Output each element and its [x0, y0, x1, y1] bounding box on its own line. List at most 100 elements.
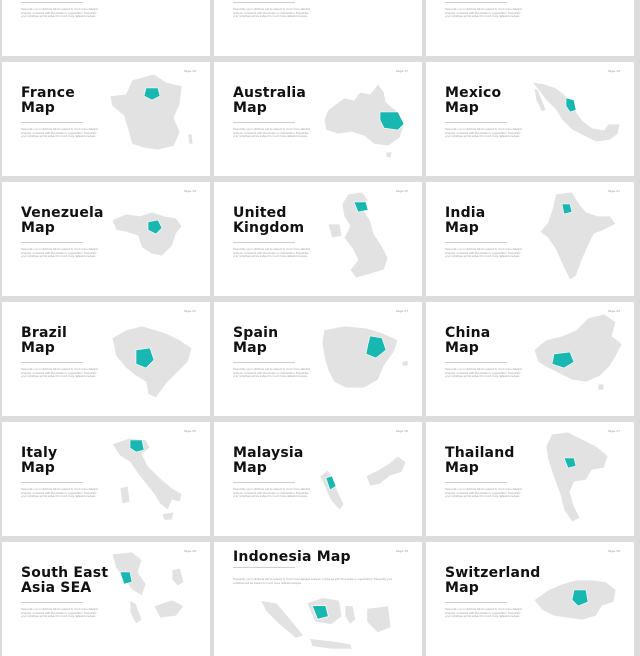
- slide-title: Thailand Map: [445, 445, 515, 476]
- page-number: Page 17: [395, 69, 408, 73]
- title-divider: [233, 122, 295, 123]
- title-divider: [21, 482, 83, 483]
- slide-switzerland[interactable]: Page 30 Switzerland Map Frequently your in…: [426, 542, 634, 656]
- slide-venezuela[interactable]: Page 19 Venezuela Map Frequently your init…: [2, 182, 210, 296]
- page-number: Page 22: [183, 309, 196, 313]
- title-divider: [445, 2, 507, 3]
- slide-top1[interactable]: Frequently your initiatives will be subj…: [2, 0, 210, 56]
- page-number: Page 18: [607, 69, 620, 73]
- slide-indonesia[interactable]: Page 29 Indonesia Map Frequently your init…: [214, 542, 422, 656]
- slide-title: China Map: [445, 325, 491, 356]
- page-number: Page 24: [607, 309, 620, 313]
- slide-body-text: Frequently your initiatives will be subj…: [445, 368, 523, 379]
- slide-title: South East Asia SEA: [21, 565, 109, 596]
- slide-body-text: Frequently your initiatives will be subj…: [233, 368, 311, 379]
- map-china: [526, 310, 626, 410]
- title-divider: [21, 122, 83, 123]
- slide-title: United Kingdom: [233, 205, 305, 236]
- title-divider: [21, 242, 83, 243]
- title-divider: [445, 242, 507, 243]
- slide-china[interactable]: Page 24 China Map Frequently your initiati…: [426, 302, 634, 416]
- map-top2: [314, 0, 414, 50]
- slide-body-text: Frequently your initiatives will be subj…: [21, 128, 99, 139]
- slide-title: France Map: [21, 85, 75, 116]
- slide-title: Switzerland Map: [445, 565, 541, 596]
- map-top1: [102, 0, 202, 50]
- page-number: Page 27: [607, 429, 620, 433]
- title-divider: [233, 567, 295, 568]
- map-italy: [102, 430, 202, 530]
- title-divider: [445, 602, 507, 603]
- slide-body-text: Frequently your initiatives will be subj…: [21, 608, 99, 619]
- title-divider: [445, 482, 507, 483]
- slide-title: Spain Map: [233, 325, 279, 356]
- map-france: [102, 70, 202, 170]
- slide-body-text: Frequently your initiatives will be subj…: [445, 128, 523, 139]
- slide-body-text: Frequently your initiatives will be subj…: [233, 578, 393, 585]
- map-indonesia: [234, 592, 412, 652]
- page-number: Page 23: [395, 309, 408, 313]
- slide-body-text: Frequently your initiatives will be subj…: [445, 608, 523, 619]
- slide-body-text: Frequently your initiatives will be subj…: [233, 8, 311, 19]
- slide-brazil[interactable]: Page 22 Brazil Map Frequently your initiat…: [2, 302, 210, 416]
- slide-title: India Map: [445, 205, 486, 236]
- slide-title: Mexico Map: [445, 85, 502, 116]
- slide-body-text: Frequently your initiatives will be subj…: [21, 8, 99, 19]
- slide-mexico[interactable]: Page 18 Mexico Map Frequently your initiat…: [426, 62, 634, 176]
- slide-title: Indonesia Map: [233, 549, 351, 565]
- title-divider: [233, 482, 295, 483]
- map-mexico: [526, 70, 626, 170]
- page-number: Page 16: [183, 69, 196, 73]
- slide-sea[interactable]: Page 28 South East Asia SEA Frequently you…: [2, 542, 210, 656]
- map-sea: [102, 550, 202, 650]
- title-divider: [233, 362, 295, 363]
- slide-malaysia[interactable]: Page 26 Malaysia Map Frequently your initi…: [214, 422, 422, 536]
- map-thailand: [526, 430, 626, 530]
- map-top3: [526, 0, 626, 50]
- slide-title: Brazil Map: [21, 325, 67, 356]
- title-divider: [233, 242, 295, 243]
- map-switzerland: [526, 550, 626, 650]
- map-brazil: [102, 310, 202, 410]
- slide-body-text: Frequently your initiatives will be subj…: [233, 248, 311, 259]
- map-australia: [314, 70, 414, 170]
- slide-title: Venezuela Map: [21, 205, 104, 236]
- slide-body-text: Frequently your initiatives will be subj…: [445, 248, 523, 259]
- page-number: Page 26: [395, 429, 408, 433]
- map-india: [526, 190, 626, 290]
- page-number: Page 25: [183, 429, 196, 433]
- map-uk: [314, 190, 414, 290]
- slide-italy[interactable]: Page 25 Italy Map Frequently your initiati…: [2, 422, 210, 536]
- slide-thailand[interactable]: Page 27 Thailand Map Frequently your initi…: [426, 422, 634, 536]
- title-divider: [445, 362, 507, 363]
- slide-title: Italy Map: [21, 445, 58, 476]
- slide-title: Malaysia Map: [233, 445, 304, 476]
- slide-body-text: Frequently your initiatives will be subj…: [445, 488, 523, 499]
- map-spain: [314, 310, 414, 410]
- slide-spain[interactable]: Page 23 Spain Map Frequently your initiati…: [214, 302, 422, 416]
- title-divider: [445, 122, 507, 123]
- title-divider: [21, 602, 83, 603]
- slide-title: Australia Map: [233, 85, 307, 116]
- slide-body-text: Frequently your initiatives will be subj…: [233, 128, 311, 139]
- slide-top2[interactable]: Frequently your initiatives will be subj…: [214, 0, 422, 56]
- slide-body-text: Frequently your initiatives will be subj…: [21, 488, 99, 499]
- page-number: Page 29: [395, 549, 408, 553]
- map-venezuela: [102, 190, 202, 290]
- slide-australia[interactable]: Page 17 Australia Map Frequently your init…: [214, 62, 422, 176]
- slide-india[interactable]: Page 21 India Map Frequently your initiati…: [426, 182, 634, 296]
- slide-top3[interactable]: Frequently your initiatives will be subj…: [426, 0, 634, 56]
- page-number: Page 20: [395, 189, 408, 193]
- slide-body-text: Frequently your initiatives will be subj…: [233, 488, 311, 499]
- slide-uk[interactable]: Page 20 United Kingdom Frequently your ini…: [214, 182, 422, 296]
- slide-body-text: Frequently your initiatives will be subj…: [21, 368, 99, 379]
- page-number: Page 28: [183, 549, 196, 553]
- slide-body-text: Frequently your initiatives will be subj…: [21, 248, 99, 259]
- title-divider: [21, 2, 83, 3]
- title-divider: [21, 362, 83, 363]
- slide-france[interactable]: Page 16 France Map Frequently your initiat…: [2, 62, 210, 176]
- page-number: Page 21: [607, 189, 620, 193]
- slide-body-text: Frequently your initiatives will be subj…: [445, 8, 523, 19]
- page-number: Page 19: [183, 189, 196, 193]
